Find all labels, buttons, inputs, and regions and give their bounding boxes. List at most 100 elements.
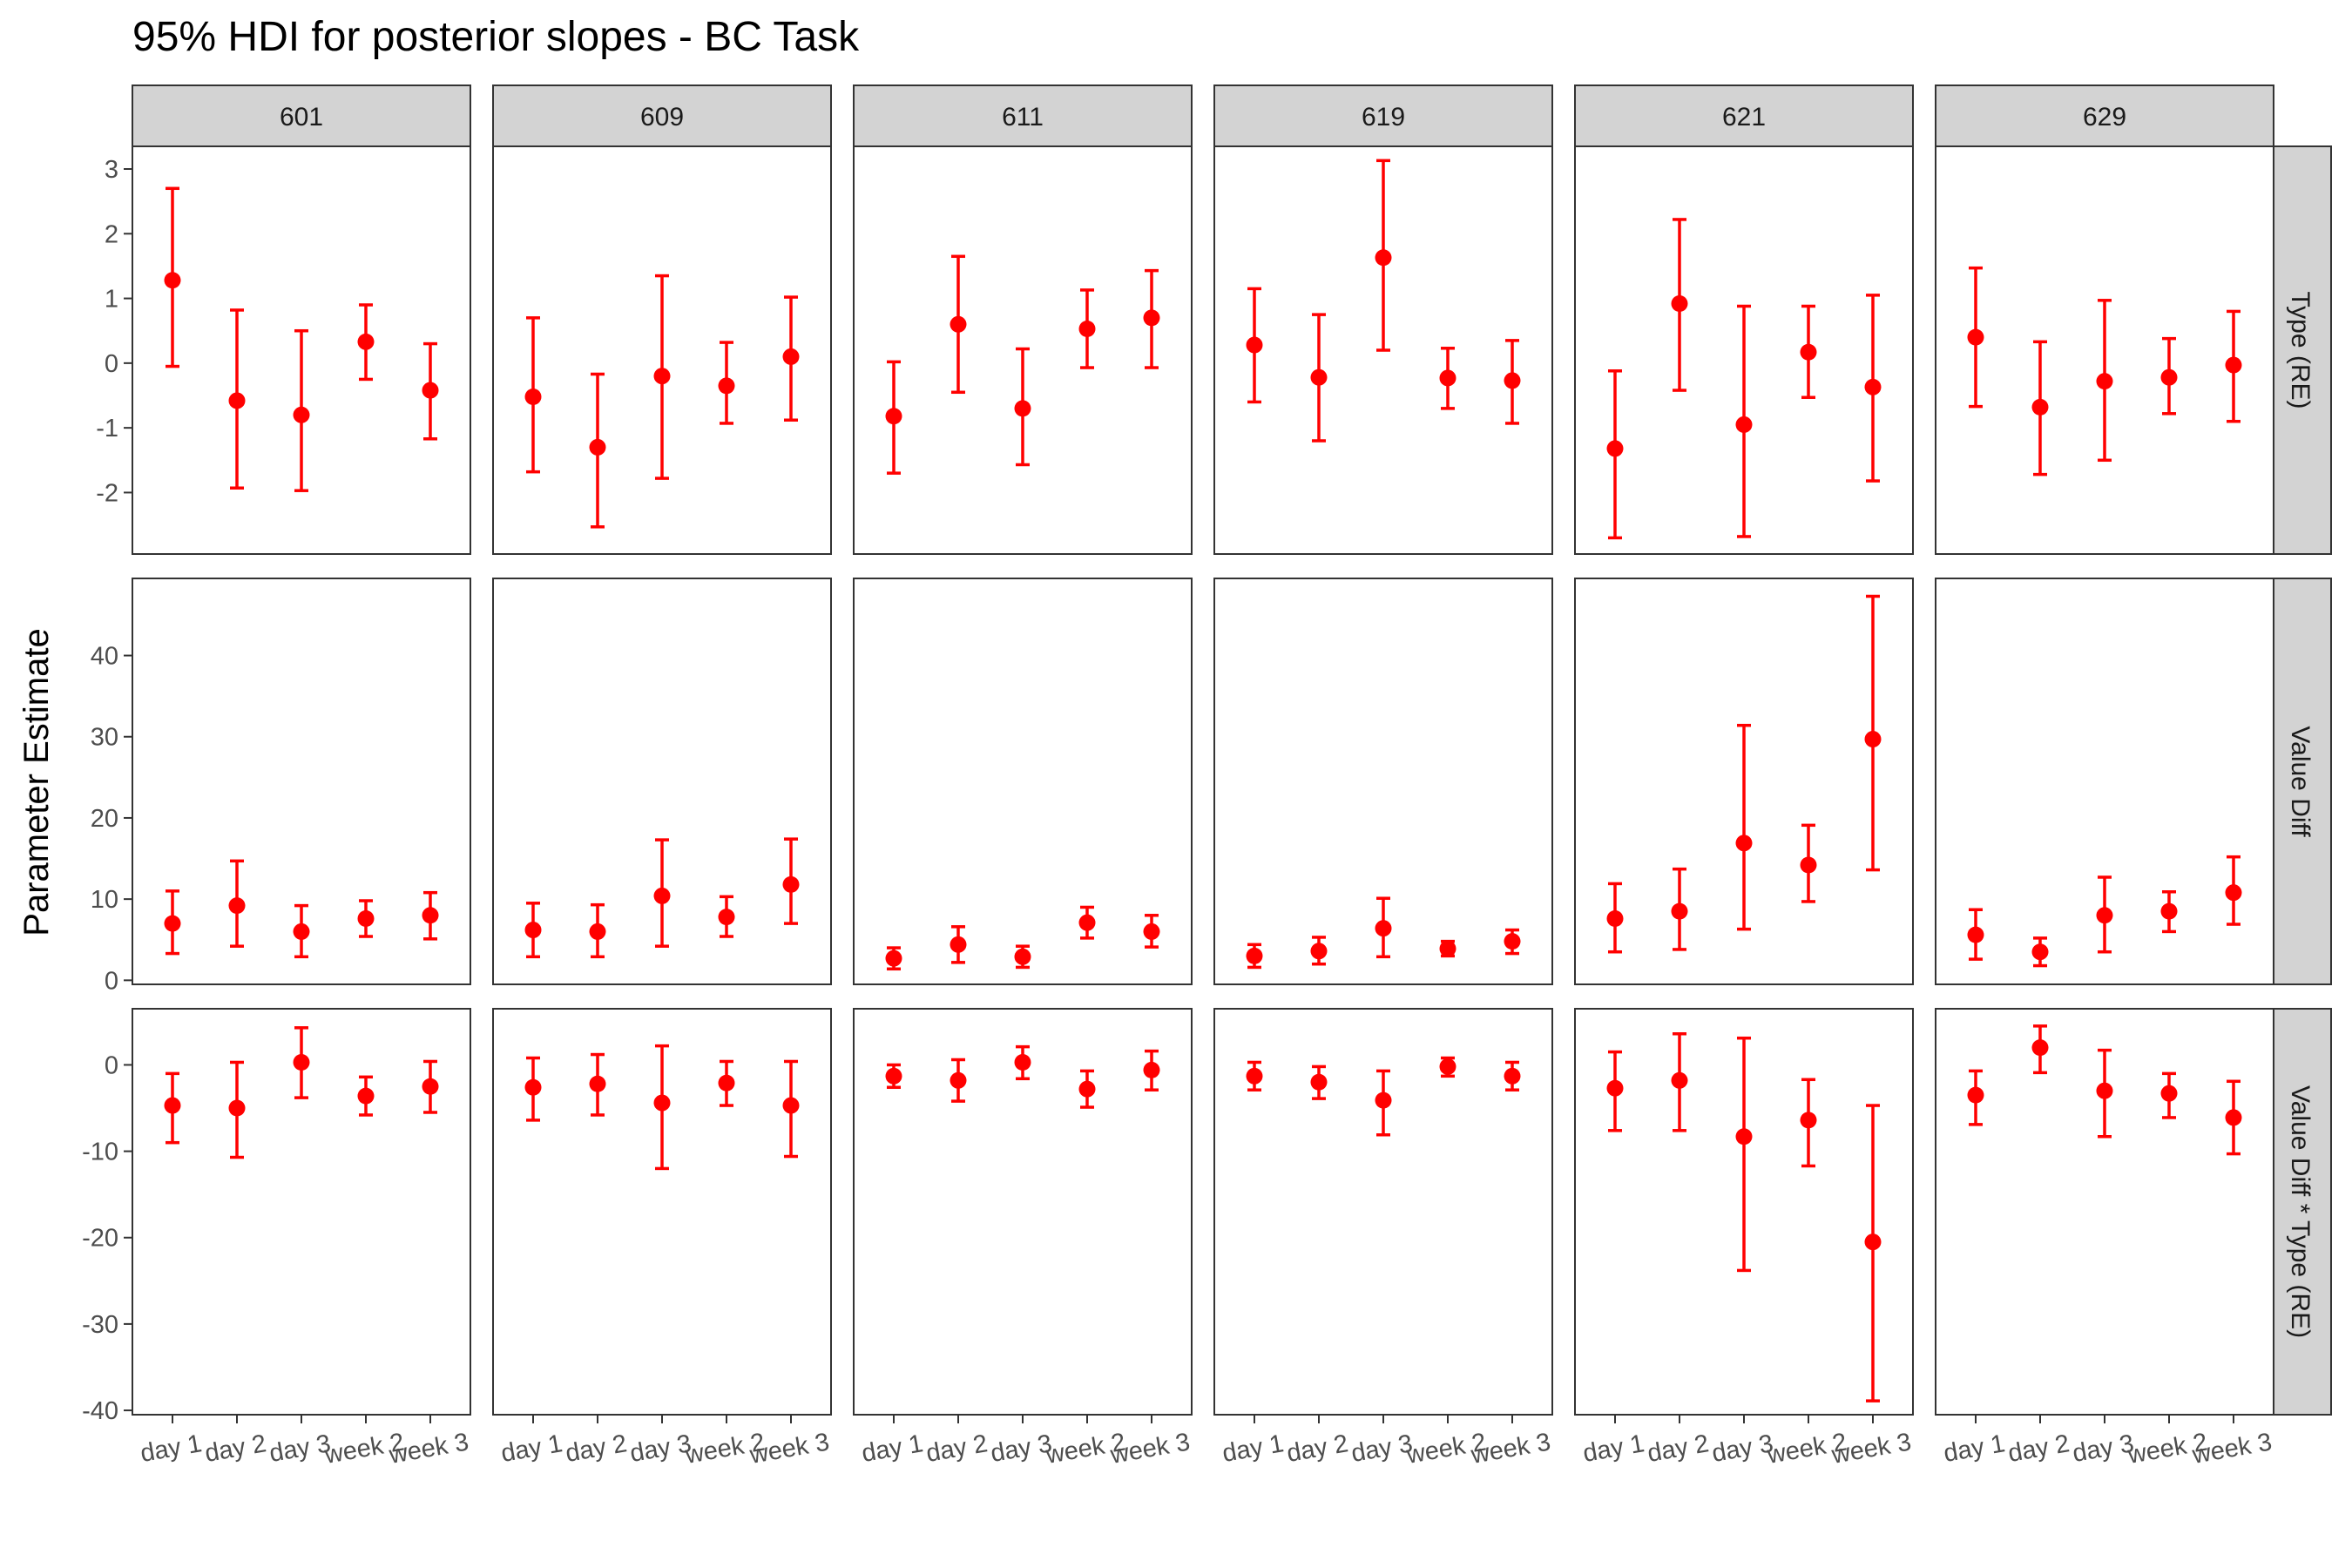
point-estimate [2225, 356, 2242, 374]
facet-strip-top-label: 629 [2083, 103, 2126, 132]
point-estimate [1310, 943, 1328, 960]
point-estimate [1014, 400, 1031, 417]
point-estimate [718, 377, 735, 395]
point-estimate [1310, 1073, 1328, 1091]
point-estimate [1246, 1067, 1263, 1085]
point-estimate [2031, 943, 2049, 961]
point-estimate [2225, 1109, 2242, 1126]
panel-series [164, 859, 439, 959]
y-tick-label: 3 [105, 156, 118, 184]
x-tick-label: day 1 [1581, 1429, 1646, 1468]
facet-strip-right-label: Value Diff [2286, 726, 2315, 837]
x-tick-label: day 1 [1220, 1429, 1286, 1468]
point-estimate [782, 875, 800, 893]
point-estimate [1439, 940, 1456, 957]
y-tick-label: 40 [91, 643, 118, 671]
facet-strip-right [2271, 1008, 2332, 1416]
facet-strip-top-label: 621 [1722, 103, 1766, 132]
panel-series [1606, 1032, 1882, 1402]
y-tick-label: 0 [105, 1051, 118, 1079]
point-estimate [524, 388, 542, 405]
y-tick-label: 20 [91, 805, 118, 833]
y-tick-label: -40 [82, 1397, 118, 1425]
y-tick-label: 30 [91, 724, 118, 752]
point-estimate [1078, 1080, 1096, 1098]
y-tick-label: -10 [82, 1139, 118, 1166]
point-estimate [1735, 1128, 1753, 1146]
point-estimate [422, 1078, 439, 1095]
point-estimate [782, 1097, 800, 1114]
facet-strip-right [2271, 145, 2332, 555]
panel-series [1246, 896, 1521, 970]
x-tick-label: day 1 [860, 1429, 925, 1468]
point-estimate [1310, 368, 1328, 386]
point-estimate [950, 1071, 967, 1089]
point-estimate [1375, 249, 1392, 267]
point-estimate [2096, 1082, 2113, 1099]
point-estimate [1143, 1061, 1160, 1078]
y-tick-label: -20 [82, 1225, 118, 1253]
point-estimate [653, 368, 671, 385]
facet-strip-right-label: Value Diff * Type (RE) [2286, 1085, 2315, 1338]
point-estimate [1246, 947, 1263, 964]
point-estimate [1671, 1071, 1688, 1089]
panel-series [885, 905, 1160, 971]
x-tick-label: day 1 [139, 1429, 204, 1468]
panel-series [164, 186, 439, 492]
x-tick-label: day 2 [2006, 1429, 2072, 1468]
point-estimate [422, 382, 439, 399]
point-estimate [357, 1087, 375, 1105]
point-estimate [1375, 920, 1392, 937]
point-estimate [1606, 1079, 1624, 1097]
facet-strip-top [1213, 84, 1553, 147]
point-estimate [1800, 856, 1817, 874]
facet-strip-top-label: 601 [280, 103, 323, 132]
facet-strip-right-label: Type (RE) [2286, 291, 2315, 409]
point-estimate [228, 1099, 246, 1117]
point-estimate [1504, 933, 1521, 950]
point-estimate [228, 897, 246, 915]
panel-series [885, 254, 1160, 475]
point-estimate [1606, 440, 1624, 457]
panel-series [1246, 1056, 1521, 1137]
point-estimate [293, 923, 310, 940]
y-tick-label: -1 [96, 415, 118, 443]
point-estimate [1967, 1086, 1984, 1104]
facet-strip-top-label: 619 [1362, 103, 1405, 132]
point-estimate [1143, 309, 1160, 327]
x-tick-label: day 2 [1285, 1429, 1350, 1468]
point-estimate [2160, 368, 2178, 386]
facet-strip-top [492, 84, 832, 147]
point-estimate [2096, 907, 2113, 924]
panel-series [1246, 159, 1521, 443]
panel-series [1967, 855, 2242, 968]
point-estimate [1504, 372, 1521, 389]
point-estimate [164, 1097, 181, 1114]
point-estimate [885, 408, 902, 425]
panel-series [1967, 266, 2242, 476]
point-estimate [782, 348, 800, 365]
panel-series [1967, 1024, 2242, 1156]
chart-title: 95% HDI for posterior slopes - BC Task [132, 14, 860, 60]
point-estimate [1439, 369, 1456, 387]
point-estimate [2160, 902, 2178, 920]
point-estimate [1671, 902, 1688, 920]
point-estimate [1671, 295, 1688, 313]
point-estimate [164, 272, 181, 289]
x-tick-label: day 2 [564, 1429, 629, 1468]
point-estimate [1078, 914, 1096, 931]
point-estimate [1606, 910, 1624, 928]
y-tick-label: 0 [105, 350, 118, 378]
point-estimate [2160, 1085, 2178, 1102]
point-estimate [1800, 1112, 1817, 1129]
y-tick-label: 0 [105, 967, 118, 995]
point-estimate [1864, 731, 1882, 748]
panel-series [524, 274, 800, 529]
panel-series [164, 1026, 439, 1159]
point-estimate [718, 909, 735, 926]
panel-series [524, 837, 800, 959]
point-estimate [2096, 373, 2113, 390]
point-estimate [293, 1053, 310, 1071]
